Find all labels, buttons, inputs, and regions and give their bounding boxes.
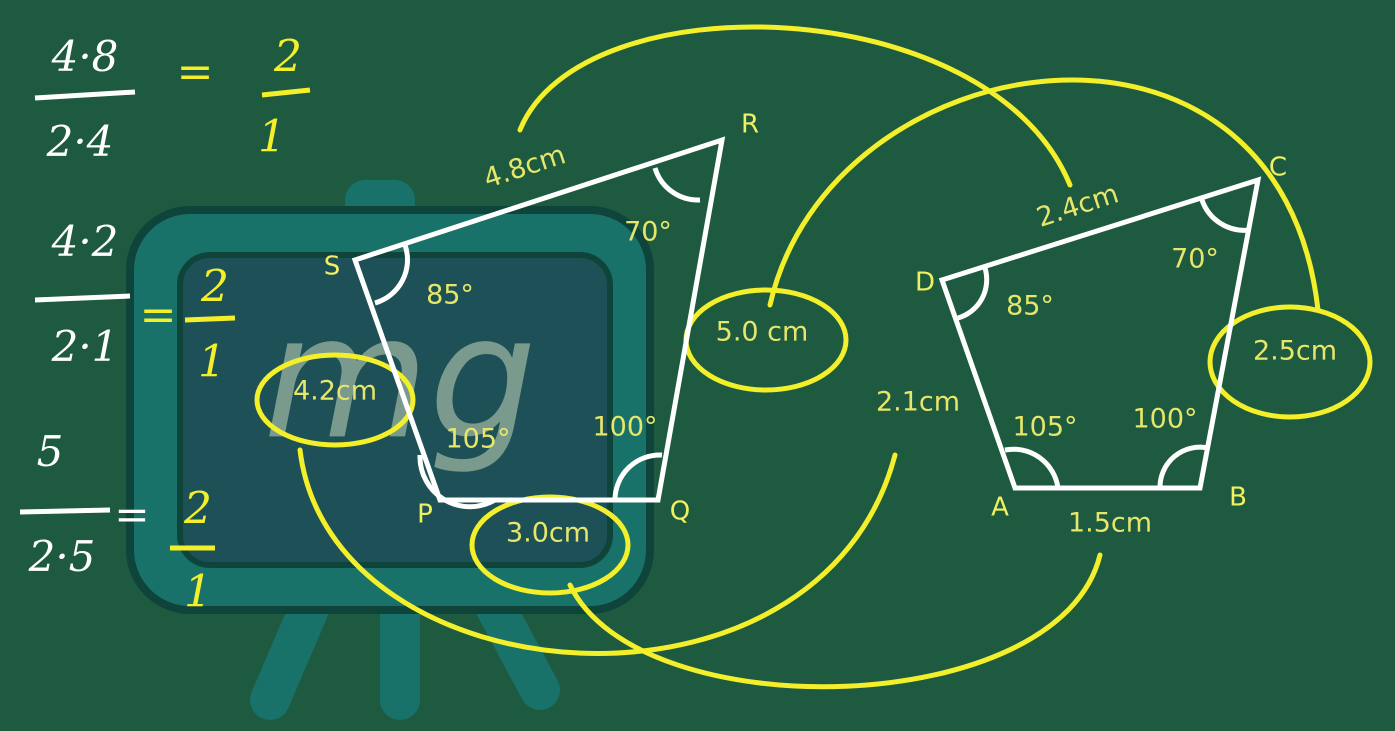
result-denominator: 1: [258, 112, 286, 163]
angle-label: 105°: [445, 424, 510, 455]
equals: =: [114, 490, 149, 539]
result-denominator: 1: [184, 567, 212, 618]
side-label: 2.1cm: [876, 387, 960, 418]
angle-label: 100°: [1132, 404, 1197, 435]
result-numerator: 2: [183, 484, 212, 535]
angle-label: 85°: [426, 280, 474, 311]
vertex-label: D: [915, 268, 935, 298]
denominator: 2·4: [46, 117, 114, 166]
board: mg 4·8 2·4 = 2 1 4·2 2·1 = 2 1 5 2·5 = 2…: [0, 0, 1395, 731]
result-denominator: 1: [198, 337, 226, 388]
side-label: 5.0 cm: [716, 317, 809, 348]
vertex-label: S: [324, 252, 341, 282]
denominator: 2·1: [51, 322, 119, 371]
side-label: 4.2cm: [293, 376, 377, 407]
angle-label: 70°: [1171, 244, 1219, 275]
angle-label: 105°: [1012, 412, 1077, 443]
denominator: 2·5: [28, 532, 96, 581]
side-label: 2.5cm: [1253, 336, 1337, 367]
equals: =: [177, 47, 214, 98]
angle-label: 70°: [624, 217, 672, 248]
angle-label: 85°: [1006, 291, 1054, 322]
numerator: 4·8: [51, 32, 119, 81]
equals: =: [140, 290, 177, 341]
numerator: 5: [37, 427, 64, 476]
vertex-label: R: [741, 110, 759, 140]
angle-label: 100°: [592, 412, 657, 443]
side-label: 1.5cm: [1068, 508, 1152, 539]
result-numerator: 2: [200, 262, 229, 313]
numerator: 4·2: [51, 217, 119, 266]
vertex-label: B: [1229, 483, 1247, 513]
vertex-label: C: [1269, 153, 1287, 183]
vertex-label: Q: [670, 497, 690, 527]
result-numerator: 2: [273, 32, 302, 83]
side-label: 3.0cm: [506, 518, 590, 549]
vertex-label: A: [991, 493, 1009, 523]
vertex-label: P: [417, 500, 433, 530]
